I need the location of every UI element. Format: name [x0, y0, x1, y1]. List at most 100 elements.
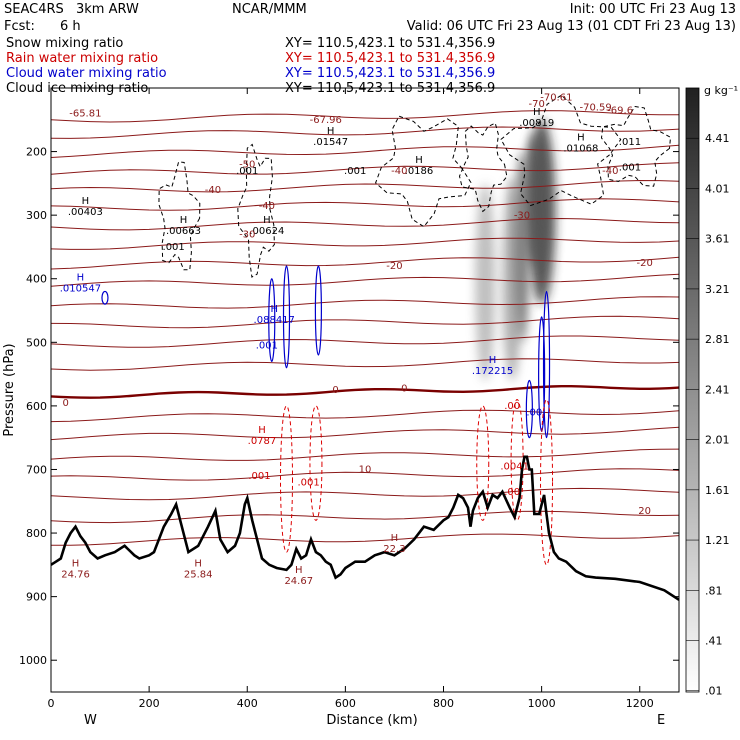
center-label: NCAR/MMM	[232, 2, 307, 17]
max-value-label: 22.3	[383, 544, 405, 555]
max-marker: H	[180, 215, 188, 226]
max-value-label: .001	[163, 242, 185, 253]
max-marker: H	[270, 304, 278, 315]
y-tick-label: 1000	[19, 654, 47, 667]
x-tick-label: 1000	[528, 697, 556, 710]
cloud-water-contour	[282, 265, 291, 369]
contour-labels: H.00403H.00663.001H.00624.001H.01547.001…	[60, 93, 653, 587]
y-tick-label: 400	[26, 273, 47, 286]
snow-contour	[158, 161, 201, 271]
isotherm-line	[51, 198, 679, 211]
y-tick-label: 300	[26, 209, 47, 222]
snow-contour	[375, 115, 472, 228]
isotherm-label: -30	[514, 210, 530, 221]
snow-contours	[158, 94, 672, 278]
max-value-label: .001	[297, 477, 319, 488]
y-tick-label: 200	[26, 146, 47, 159]
isotherm-label: -40	[259, 201, 275, 212]
snow-contour	[458, 122, 508, 213]
colorbar-unit: g kg⁻¹	[704, 84, 738, 97]
isotherm-label: -40	[602, 166, 618, 177]
isotherm-label: -70	[529, 99, 545, 110]
max-marker: H	[489, 355, 497, 366]
max-value-label: .01547	[313, 137, 348, 148]
isotherm-line	[51, 510, 679, 524]
max-value-label: .001	[248, 471, 270, 482]
y-tick-label: 500	[26, 336, 47, 349]
max-value-label: .172215	[472, 366, 513, 377]
max-marker: H	[533, 107, 541, 118]
isotherm-line	[51, 256, 679, 270]
isotherm-line	[51, 144, 679, 158]
colorbar-label: 3.61	[705, 233, 730, 246]
max-marker: H	[82, 196, 90, 207]
isotherm-line	[51, 315, 679, 329]
max-value-label: .00	[526, 407, 542, 418]
isotherm-line	[51, 110, 679, 123]
isotherm-line	[51, 426, 679, 441]
cloud-water-contour	[542, 290, 551, 439]
cloud-water-contour	[268, 278, 276, 362]
max-marker: H	[577, 133, 585, 144]
rain-contours	[280, 399, 554, 566]
fcst-value: 6 h	[60, 19, 81, 34]
max-value-label: .001	[256, 341, 278, 352]
fcst-label: Fcst:	[4, 19, 35, 34]
max-marker: H	[77, 272, 85, 283]
rain-contour	[540, 399, 554, 566]
west-label: W	[84, 713, 97, 728]
field-xy: XY= 110.5,423.1 to 531.4,356.9	[285, 66, 495, 81]
isotherm-line	[51, 335, 679, 348]
isotherm-label: 0	[332, 385, 338, 396]
field-name: Rain water mixing ratio	[6, 51, 158, 66]
x-tick-label: 0	[48, 697, 55, 710]
isotherm-label: -65.81	[69, 109, 101, 120]
cloud-water-contours	[101, 265, 551, 439]
isotherm-lines	[51, 110, 679, 546]
isotherm-line	[51, 448, 679, 461]
max-value-label: .0186	[405, 166, 434, 177]
max-value-label: .00819	[519, 118, 554, 129]
rain-contour	[510, 399, 524, 521]
isotherm-label: -40	[391, 166, 407, 177]
isotherm-line	[51, 533, 679, 546]
isotherm-line	[51, 237, 679, 250]
field-legend: Snow mixing ratio XY= 110.5,423.1 to 531.…	[6, 36, 495, 96]
x-axis-label: Distance (km)	[326, 713, 417, 728]
max-value-label: .00	[504, 401, 520, 412]
max-marker: H	[295, 565, 303, 576]
isotherm-label: -50	[239, 159, 255, 170]
max-value-label: .001	[344, 166, 366, 177]
isotherm-label: -69.6	[607, 105, 633, 116]
max-value-label: .00663	[166, 226, 201, 237]
ice-mixing-shading	[475, 119, 556, 381]
snow-contour	[600, 105, 672, 187]
terrain-profile	[51, 455, 679, 601]
x-tick-label: 200	[139, 697, 160, 710]
max-value-label: .00624	[249, 226, 284, 237]
isotherm-label: -40	[205, 185, 221, 196]
y-tick-label: 600	[26, 400, 47, 413]
rain-contour	[476, 405, 490, 521]
max-marker: H	[263, 215, 271, 226]
isotherm-label: -67.96	[310, 115, 342, 126]
x-tick-label: 600	[335, 697, 356, 710]
field-name: Snow mixing ratio	[6, 36, 123, 51]
colorbar-label: 1.21	[705, 534, 730, 547]
plot-frame	[50, 87, 680, 693]
cloud-water-contour	[101, 290, 109, 305]
ice-shading-blob	[514, 151, 530, 343]
colorbar: g kg⁻¹ 4.41 4.01 3.61 3.21 2.81 2.41 2.01 1.61 1…	[685, 84, 738, 698]
y-tick-label: 800	[26, 527, 47, 540]
colorbar-label: 2.01	[705, 434, 730, 447]
isotherm-line	[51, 273, 679, 287]
max-marker: H	[391, 533, 399, 544]
max-marker: H	[415, 155, 423, 166]
max-value-label: .088417	[254, 315, 295, 326]
max-value-label: .00	[504, 487, 520, 498]
isotherm-label: 20	[638, 506, 651, 517]
project-label: SEAC4RS	[4, 2, 64, 17]
colorbar-label: 1.61	[705, 484, 730, 497]
isotherm-line	[51, 468, 679, 481]
